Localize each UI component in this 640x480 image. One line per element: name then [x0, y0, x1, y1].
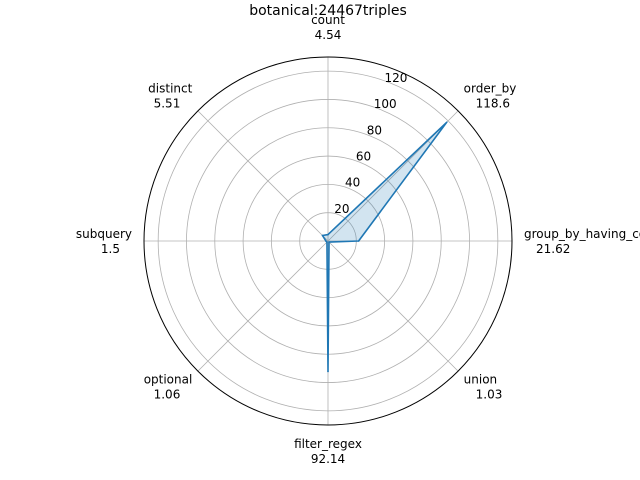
category-value: 1.06 [154, 388, 181, 402]
data-point-filter_regex [327, 370, 329, 373]
category-value: 21.62 [536, 242, 570, 256]
category-name: subquery [76, 227, 132, 241]
category-name: count [311, 13, 345, 27]
category-value: 1.03 [476, 388, 503, 402]
data-point-optional [326, 241, 328, 243]
series-layer [321, 121, 448, 373]
category-name: distinct [148, 81, 192, 95]
data-point-order_by [445, 121, 448, 124]
data-point-group_by_having_count_distinct [357, 240, 360, 242]
category-value: 118.6 [476, 96, 510, 110]
category-value: 1.5 [101, 242, 120, 256]
radial-tick-labels: 20 40 60 80 100 120 [334, 71, 407, 216]
data-point-distinct [321, 234, 324, 237]
chart-title: botanical:24467triples [249, 3, 407, 19]
data-point-count [327, 233, 329, 236]
spoke-optional [197, 240, 329, 372]
rtick-label-20: 20 [334, 202, 349, 216]
spoke-distinct [197, 110, 329, 242]
rtick-label-80: 80 [367, 123, 382, 137]
rtick-label-120: 120 [385, 71, 408, 85]
spoke-union [327, 240, 459, 372]
rtick-label-40: 40 [345, 176, 360, 190]
category-name: union [464, 373, 498, 387]
rtick-label-60: 60 [356, 150, 371, 164]
data-point-subquery [325, 240, 327, 242]
category-value: 4.54 [315, 28, 342, 42]
data-point-union [328, 241, 330, 243]
category-name: group_by_having_count_distinct [524, 227, 640, 241]
axis-label-group_by_having_count_distinct: group_by_having_count_distinct21.62 [524, 227, 640, 256]
rtick-label-100: 100 [374, 97, 397, 111]
category-name: filter_regex [294, 437, 362, 451]
category-value: 92.14 [311, 452, 345, 466]
category-name: optional [144, 373, 193, 387]
category-name: order_by [464, 81, 517, 95]
category-value: 5.51 [154, 96, 181, 110]
outer-frame [143, 56, 513, 426]
